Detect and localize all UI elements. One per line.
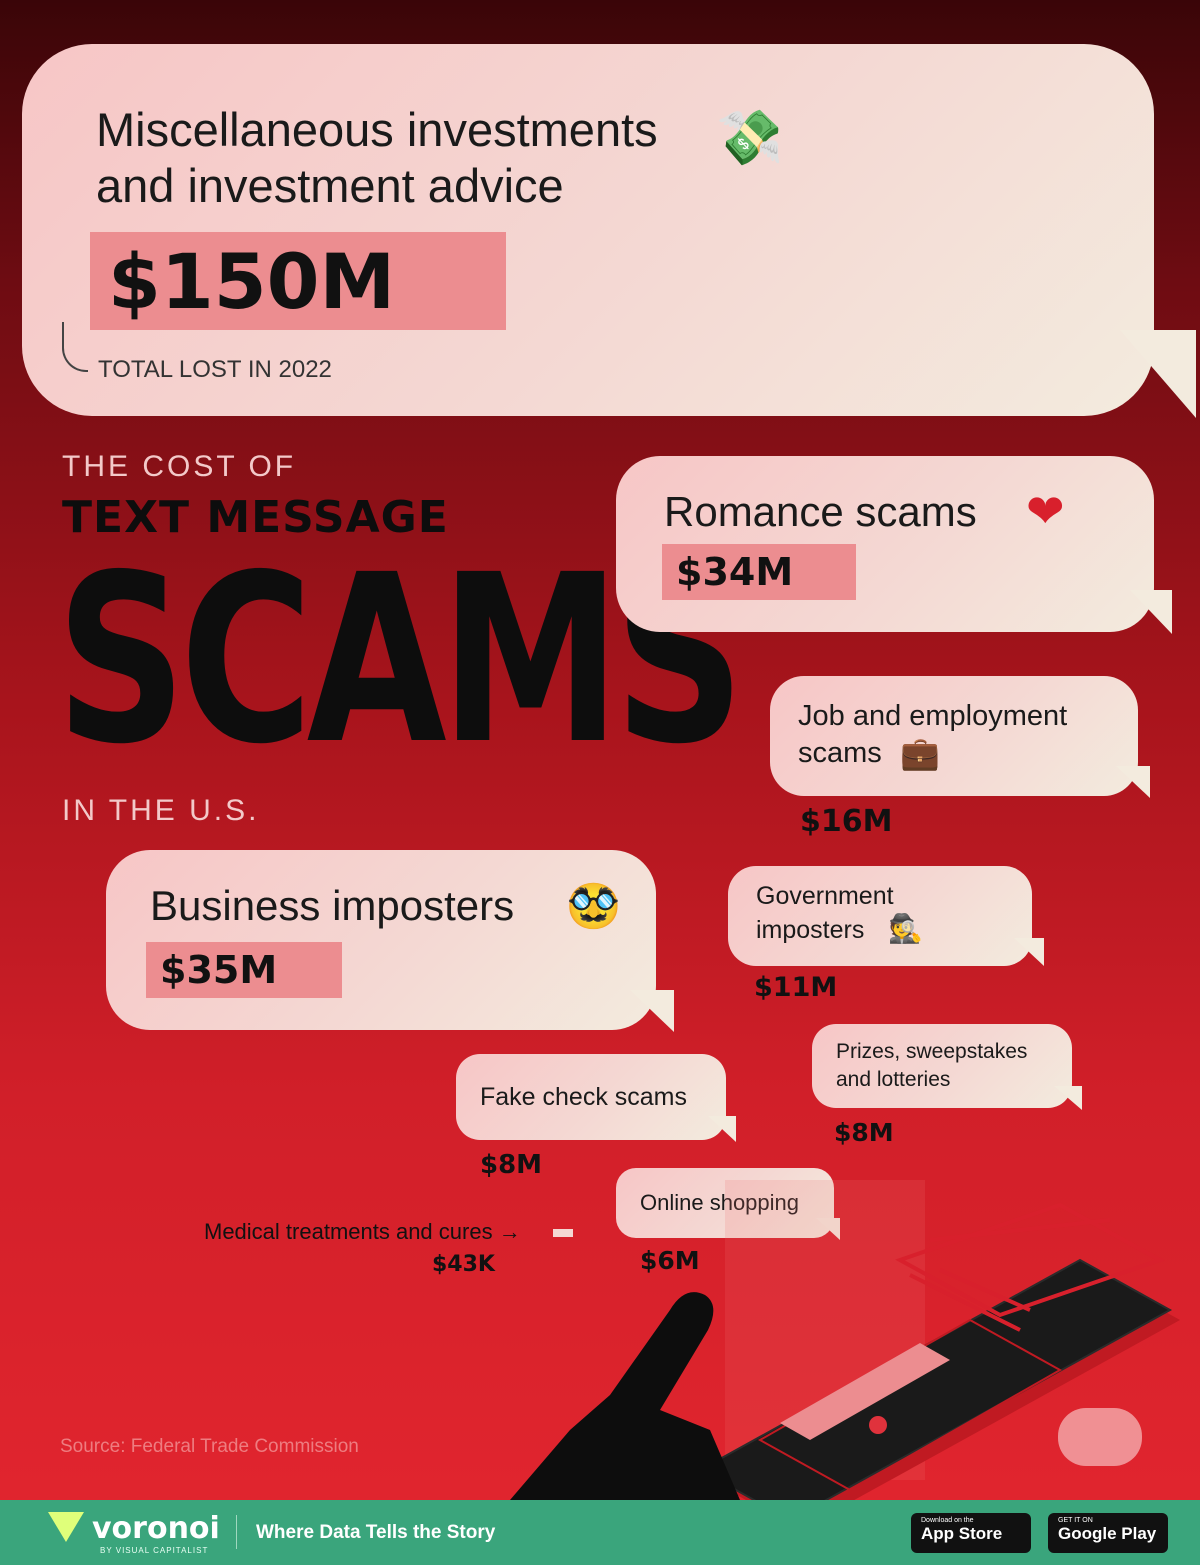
government-label-line2: imposters bbox=[756, 916, 865, 944]
prizes-label-line2: and lotteries bbox=[836, 1068, 951, 1091]
government-amount: $11M bbox=[754, 972, 838, 1003]
business-bubble bbox=[106, 850, 656, 1030]
prizes-label-line1: Prizes, sweepstakes bbox=[836, 1040, 1028, 1063]
prizes-amount: $8M bbox=[834, 1118, 894, 1147]
business-label: Business imposters bbox=[150, 882, 515, 929]
job-label-line1: Job and employment bbox=[798, 700, 1068, 732]
investments-bubble bbox=[22, 44, 1154, 416]
investments-amount: $150M bbox=[90, 232, 506, 330]
money-with-wings-icon: 💸 bbox=[716, 106, 784, 169]
medical-bar bbox=[553, 1229, 573, 1237]
government-label-line1: Government bbox=[756, 882, 894, 910]
briefcase-icon: 💼 bbox=[900, 734, 940, 772]
app-store-button[interactable]: Download on the App Store bbox=[911, 1513, 1031, 1553]
fakecheck-bubble bbox=[456, 1054, 726, 1140]
google-play-small: GET IT ON bbox=[1058, 1517, 1093, 1524]
total-lost-note: TOTAL LOST IN 2022 bbox=[98, 356, 332, 383]
job-label-line2: scams bbox=[798, 737, 882, 769]
footer-divider bbox=[236, 1515, 237, 1549]
shopping-amount: $6M bbox=[640, 1246, 700, 1275]
shopping-bubble bbox=[616, 1168, 834, 1238]
government-bubble-tail bbox=[1014, 938, 1044, 966]
job-bubble bbox=[770, 676, 1138, 796]
medical-amount: $43K bbox=[432, 1252, 495, 1277]
prizes-bubble bbox=[812, 1024, 1072, 1108]
hand-icon bbox=[510, 1292, 740, 1500]
business-bubble-tail bbox=[630, 990, 674, 1032]
shopping-label: Online shopping bbox=[640, 1190, 800, 1215]
google-play-button[interactable]: GET IT ON Google Play bbox=[1048, 1513, 1168, 1553]
investments-bubble-tail bbox=[1120, 330, 1196, 418]
fakecheck-amount: $8M bbox=[480, 1150, 543, 1180]
job-bubble-tail bbox=[1116, 766, 1150, 798]
heart-on-fire-icon: ❤ bbox=[1026, 484, 1065, 538]
app-store-small: Download on the bbox=[921, 1517, 974, 1524]
footer-tagline: Where Data Tells the Story bbox=[256, 1522, 496, 1543]
detective-icon: 🕵 bbox=[888, 912, 923, 945]
title-line1: THE COST OF bbox=[62, 450, 297, 483]
medical-label: Medical treatments and cures → bbox=[204, 1219, 521, 1244]
google-play-label: Google Play bbox=[1058, 1524, 1157, 1543]
investments-label-line1: Miscellaneous investments bbox=[96, 103, 658, 156]
job-amount: $16M bbox=[800, 804, 893, 839]
voronoi-logo-icon bbox=[48, 1512, 84, 1542]
brand-logo[interactable]: voronoi bbox=[92, 1511, 220, 1546]
phone-icon bbox=[697, 1258, 1180, 1500]
phone-mousetrap-illustration bbox=[510, 1180, 1180, 1500]
business-amount: $35M bbox=[146, 942, 342, 998]
source-note: Source: Federal Trade Commission bbox=[60, 1436, 359, 1457]
title-line4: IN THE U.S. bbox=[62, 794, 260, 827]
title-line2: TEXT MESSAGE bbox=[62, 492, 449, 543]
brand-sub: BY VISUAL CAPITALIST bbox=[100, 1546, 209, 1555]
fakecheck-bubble-tail bbox=[708, 1116, 736, 1142]
disguised-face-icon: 🥸 bbox=[566, 881, 621, 932]
government-bubble bbox=[728, 866, 1032, 966]
romance-label: Romance scams bbox=[664, 488, 977, 535]
voronoi-watermark-icon bbox=[1058, 1408, 1142, 1466]
fakecheck-label: Fake check scams bbox=[480, 1083, 688, 1111]
prizes-bubble-tail bbox=[1054, 1086, 1082, 1110]
mousetrap-icon bbox=[895, 1202, 1165, 1332]
app-store-label: App Store bbox=[921, 1524, 1003, 1543]
romance-amount: $34M bbox=[662, 544, 856, 600]
romance-bubble-tail bbox=[1130, 590, 1172, 634]
shopping-bubble-tail bbox=[816, 1218, 840, 1240]
investments-label-line2: and investment advice bbox=[96, 159, 564, 212]
